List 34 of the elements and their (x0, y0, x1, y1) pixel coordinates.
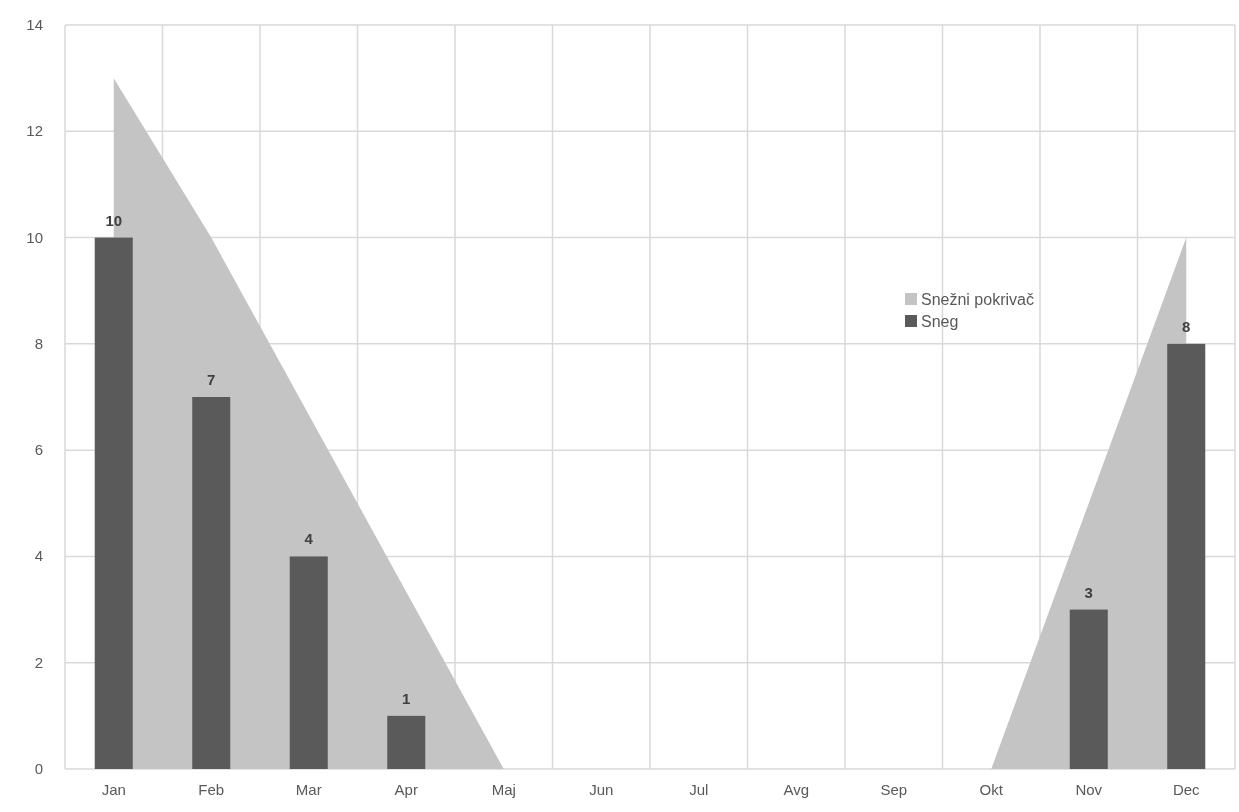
x-tick-label: Jul (689, 781, 709, 798)
data-label: 1 (402, 689, 411, 707)
y-tick-label: 4 (34, 547, 43, 565)
x-tick-label: Jun (589, 781, 614, 798)
x-tick-label: Nov (1075, 781, 1103, 798)
x-tick-label: Avg (783, 781, 810, 798)
data-label: 3 (1084, 583, 1093, 601)
x-tick-label: Mar (295, 781, 322, 798)
x-tick-label: Jan (101, 781, 126, 798)
bar (1069, 609, 1108, 769)
data-label: 8 (1182, 317, 1191, 335)
x-tick-label: Apr (394, 781, 418, 798)
x-tick-label: Dec (1172, 781, 1201, 798)
y-tick-label: 6 (34, 441, 43, 459)
bar (192, 397, 231, 769)
legend-label: Sneg (921, 313, 959, 330)
y-tick-label: 2 (34, 653, 43, 671)
legend-label: Snežni pokrivač (921, 291, 1034, 308)
y-tick-label: 12 (26, 122, 43, 140)
data-label: 7 (207, 371, 216, 388)
x-tick-label: Maj (491, 781, 516, 798)
y-tick-label: 8 (34, 334, 43, 352)
data-label: 4 (304, 530, 314, 548)
bar (387, 715, 426, 769)
bar (289, 556, 328, 769)
x-tick-label: Okt (979, 781, 1004, 798)
y-tick-label: 10 (26, 228, 43, 246)
bar (94, 237, 133, 769)
y-tick-label: 14 (26, 16, 43, 33)
data-label: 10 (105, 211, 123, 229)
bar (1167, 343, 1206, 769)
x-tick-label: Feb (198, 781, 225, 798)
y-tick-label: 0 (34, 760, 43, 777)
x-tick-label: Sep (880, 781, 908, 798)
